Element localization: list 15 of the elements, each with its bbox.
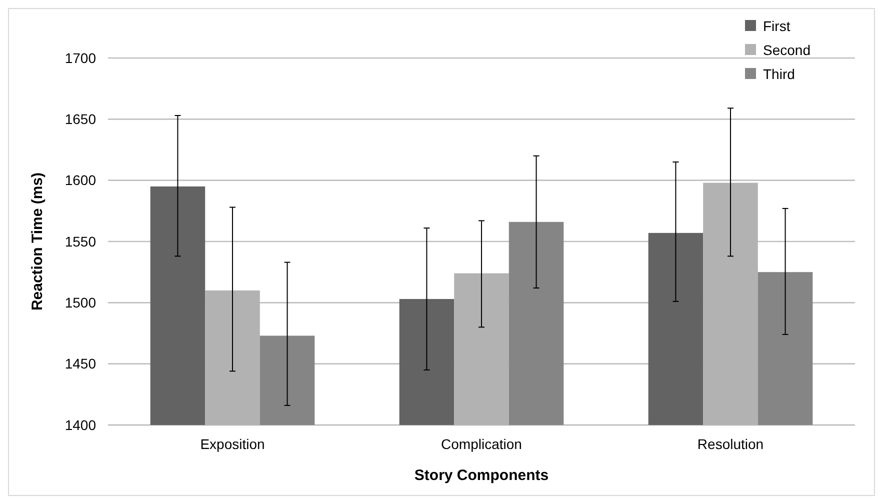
legend-label: First <box>763 18 790 34</box>
legend-label: Second <box>763 42 810 58</box>
y-tick-label: 1550 <box>64 233 96 250</box>
y-tick-label: 1700 <box>64 50 96 66</box>
x-axis-title: Story Components <box>414 467 549 484</box>
y-tick-label: 1450 <box>64 356 96 372</box>
y-tick-label: 1500 <box>64 294 96 311</box>
x-tick-label: Exposition <box>200 436 265 452</box>
legend-label: Third <box>763 66 795 82</box>
y-tick-label: 1400 <box>64 416 96 433</box>
y-tick-label: 1600 <box>64 172 96 188</box>
x-tick-label: Complication <box>441 436 522 452</box>
x-tick-label: Resolution <box>697 436 764 452</box>
y-axis-title: Reaction Time (ms) <box>29 172 46 311</box>
y-tick-label: 1650 <box>64 111 96 128</box>
